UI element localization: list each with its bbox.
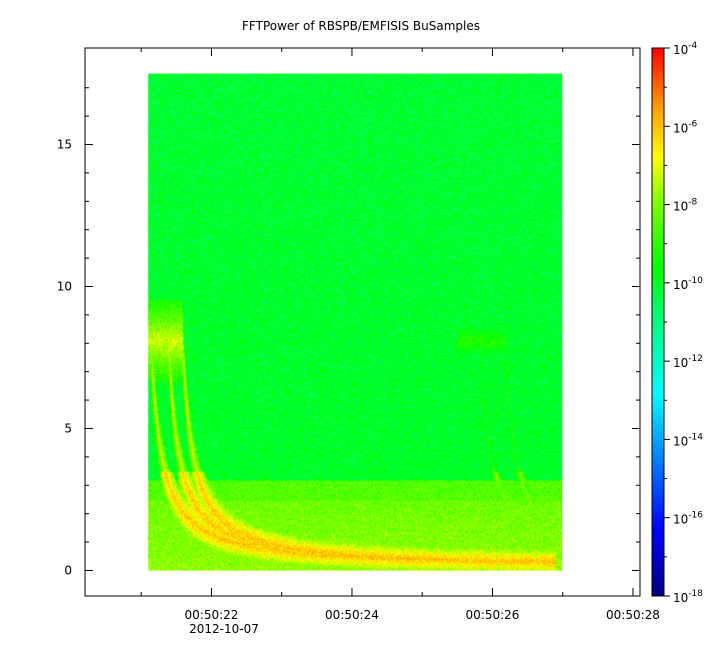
y-tick-label: 15 [57, 138, 72, 152]
colorbar-tick-label: 10-18 [673, 589, 703, 605]
colorbar-tick-label: 10-4 [673, 41, 698, 57]
plot-frame [84, 47, 641, 597]
spectrogram-image [148, 73, 563, 571]
x-tick-label: 00:50:28 [606, 608, 660, 622]
colorbar-tick-label: 10-10 [673, 276, 703, 292]
y-tick-label: 10 [57, 280, 72, 294]
colorbar-ticks: 10-4 10-6 10-8 10-10 10-12 10-14 10-16 10-18 [664, 41, 703, 605]
x-tick-label: 00:50:24 [325, 608, 379, 622]
y-tick-label: 0 [64, 563, 72, 577]
plot-area [148, 73, 563, 571]
x-axis: 00:50:22 00:50:24 00:50:26 00:50:28 [140, 48, 660, 622]
chart-title: FFTPower of RBSPB/EMFISIS BuSamples [242, 19, 480, 33]
x-tick-label: 00:50:26 [466, 608, 520, 622]
colorbar: 10-4 10-6 10-8 10-10 10-12 10-14 10-16 10-18 [651, 41, 703, 605]
colorbar-tick-label: 10-12 [673, 354, 703, 370]
x-date-label: 2012-10-07 [189, 622, 259, 636]
colorbar-tick-label: 10-16 [673, 511, 703, 527]
colorbar-tick-label: 10-8 [673, 198, 698, 214]
y-tick-label: 5 [64, 421, 72, 435]
x-tick-label: 00:50:22 [185, 608, 239, 622]
colorbar-gradient [651, 47, 665, 597]
colorbar-tick-label: 10-14 [673, 432, 703, 448]
colorbar-tick-label: 10-6 [673, 119, 698, 135]
y-axis: 0 5 10 15 [57, 87, 640, 577]
